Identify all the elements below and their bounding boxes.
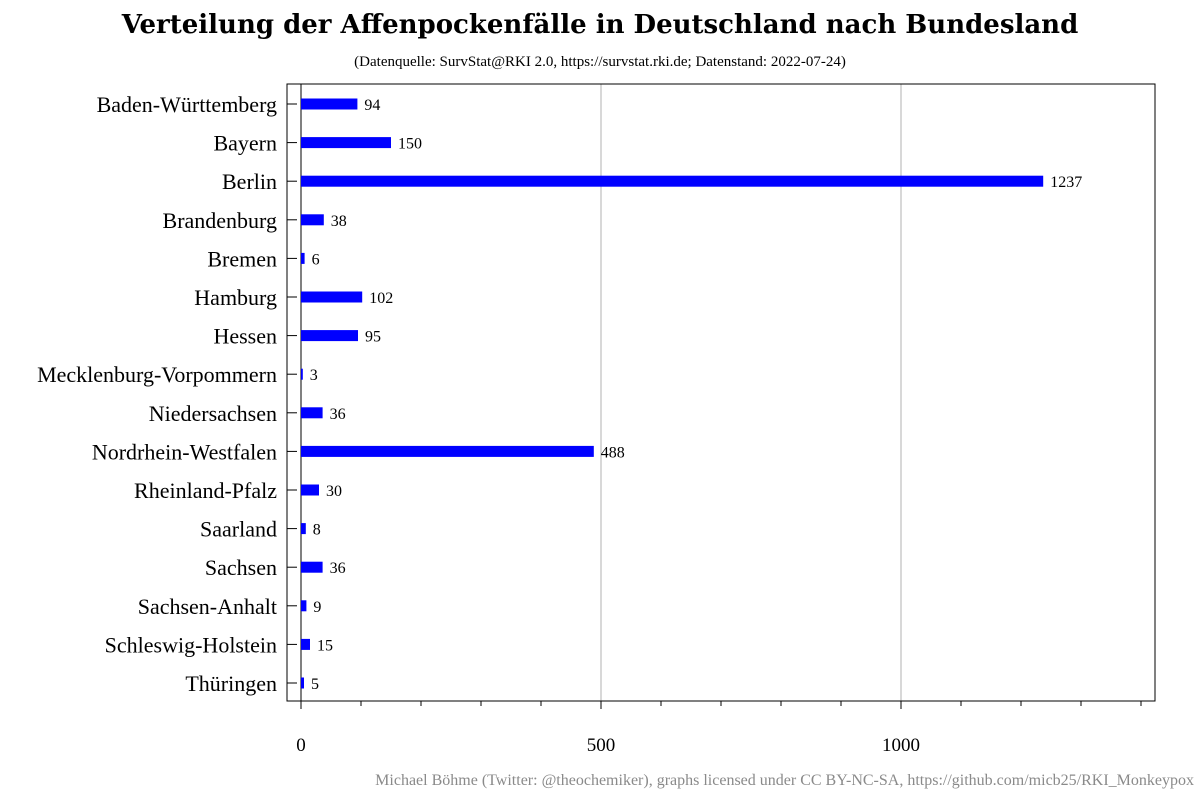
bar bbox=[301, 600, 307, 612]
value-labels: 94 150 1237 38 6 102 95 3 36 488 30 8 36 9 15 5 bbox=[310, 97, 1082, 693]
category-label: Berlin bbox=[222, 169, 277, 194]
bar bbox=[301, 638, 310, 650]
value-label: 6 bbox=[312, 251, 320, 268]
category-label: Hamburg bbox=[194, 285, 277, 310]
value-label: 3 bbox=[310, 367, 318, 384]
x-tick-labels: 0 500 1000 bbox=[296, 735, 920, 756]
category-label: Mecklenburg-Vorpommern bbox=[37, 362, 277, 387]
bar bbox=[301, 214, 324, 226]
category-label: Sachsen bbox=[205, 555, 277, 580]
category-label: Bremen bbox=[207, 246, 277, 271]
value-label: 36 bbox=[330, 406, 346, 423]
value-label: 15 bbox=[317, 637, 333, 654]
bar bbox=[301, 368, 303, 380]
bar bbox=[301, 561, 323, 573]
bars bbox=[301, 98, 1044, 689]
value-label: 95 bbox=[365, 329, 381, 346]
category-labels: Baden-Württemberg Bayern Berlin Brandenburg… bbox=[37, 92, 277, 696]
category-label: Niedersachsen bbox=[149, 401, 277, 426]
value-label: 36 bbox=[330, 560, 346, 577]
x-tick-label: 500 bbox=[587, 735, 616, 756]
category-label: Nordrhein-Westfalen bbox=[92, 439, 277, 464]
category-label: Thüringen bbox=[185, 671, 277, 696]
value-label: 8 bbox=[313, 522, 321, 539]
category-label: Brandenburg bbox=[163, 208, 277, 233]
bar bbox=[301, 407, 323, 419]
x-tick-label: 0 bbox=[296, 735, 306, 756]
x-tick-label: 1000 bbox=[882, 735, 920, 756]
bar bbox=[301, 677, 304, 689]
bar bbox=[301, 98, 358, 110]
value-label: 1237 bbox=[1050, 174, 1082, 191]
value-label: 102 bbox=[369, 290, 393, 307]
bar bbox=[301, 252, 305, 264]
value-label: 30 bbox=[326, 483, 342, 500]
category-label: Baden-Württemberg bbox=[97, 92, 277, 117]
category-label: Rheinland-Pfalz bbox=[134, 478, 277, 503]
category-label: Bayern bbox=[213, 131, 277, 156]
value-label: 38 bbox=[331, 213, 347, 230]
value-label: 94 bbox=[364, 97, 380, 114]
category-label: Hessen bbox=[213, 324, 277, 349]
value-label: 150 bbox=[398, 136, 422, 153]
bar bbox=[301, 523, 306, 535]
bar bbox=[301, 445, 594, 457]
value-label: 9 bbox=[313, 599, 321, 616]
bar bbox=[301, 137, 391, 149]
chart-subtitle: (Datenquelle: SurvStat@RKI 2.0, https://… bbox=[354, 54, 846, 70]
chart-title: Verteilung der Affenpockenfälle in Deuts… bbox=[121, 10, 1079, 40]
grid-lines bbox=[600, 84, 902, 701]
bar bbox=[301, 291, 363, 303]
category-label: Schleswig-Holstein bbox=[105, 632, 277, 657]
category-label: Saarland bbox=[200, 517, 277, 542]
bar bbox=[301, 330, 358, 342]
category-label: Sachsen-Anhalt bbox=[138, 594, 277, 619]
value-label: 5 bbox=[311, 676, 319, 693]
chart-footer: Michael Böhme (Twitter: @theochemiker), … bbox=[375, 772, 1194, 789]
value-label: 488 bbox=[601, 444, 625, 461]
bar bbox=[301, 175, 1044, 187]
bar bbox=[301, 484, 319, 496]
